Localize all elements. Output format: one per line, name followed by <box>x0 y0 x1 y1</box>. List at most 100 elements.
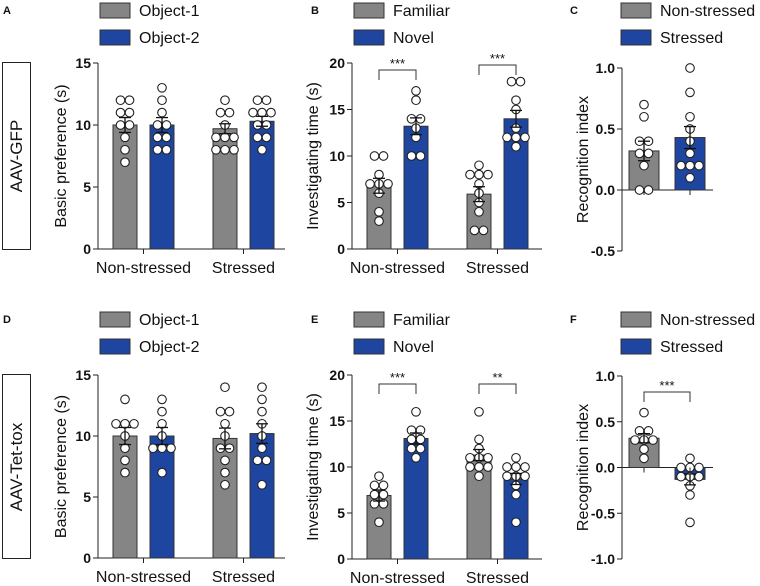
data-point <box>257 406 267 417</box>
data-point <box>378 489 389 500</box>
data-point <box>252 95 263 106</box>
data-point <box>115 95 126 106</box>
data-point <box>152 120 163 130</box>
data-point <box>252 455 263 466</box>
significance-bracket <box>378 383 417 394</box>
data-point <box>220 455 230 466</box>
legend-swatch <box>353 338 385 355</box>
data-point <box>161 144 172 155</box>
panel-e: E Familiar Novel 0 5 10 15 20 Investigating time… <box>305 311 542 586</box>
data-point <box>406 434 417 445</box>
data-point <box>157 107 167 118</box>
data-point <box>415 434 426 445</box>
data-point <box>511 132 521 143</box>
x-tick-label: Stressed <box>466 570 529 586</box>
y-tick-label: 10 <box>329 148 345 164</box>
panel-a: A Object-1 Object-2 0 5 10 15 Basic preference … <box>3 2 285 277</box>
data-point <box>474 406 484 417</box>
data-point <box>415 151 426 161</box>
data-point <box>511 462 521 472</box>
data-point <box>115 107 126 118</box>
legend-label: Familiar <box>393 3 451 20</box>
significance-label: *** <box>659 378 674 393</box>
y-tick-label: 5 <box>83 489 91 505</box>
data-point <box>224 107 235 118</box>
data-point <box>266 107 276 118</box>
data-point <box>511 452 521 463</box>
y-tick-label: 0 <box>83 241 91 257</box>
panel-letter: C <box>570 5 578 17</box>
y-tick-label: 5 <box>337 195 345 211</box>
y-tick-label: 0.5 <box>596 121 616 137</box>
y-tick-label: 15 <box>329 102 345 118</box>
data-point <box>411 95 421 106</box>
significance-label: *** <box>390 370 405 385</box>
legend-label: Familiar <box>393 312 451 329</box>
data-point <box>648 435 658 445</box>
data-point <box>639 160 649 171</box>
data-point <box>378 151 389 161</box>
panel-letter: B <box>311 5 319 17</box>
x-tick-label: Stressed <box>466 260 529 277</box>
panel-f: F Non-stressed Stressed -1.0 -0.5 0.0 0.5 1.0 Re… <box>570 311 755 567</box>
bar-object-2 <box>249 120 275 250</box>
data-point <box>411 406 421 417</box>
data-point <box>257 107 267 118</box>
data-point <box>515 76 526 87</box>
data-point <box>685 87 695 98</box>
data-point <box>406 113 417 124</box>
data-point <box>220 479 230 490</box>
data-point <box>211 144 221 155</box>
data-point <box>365 179 375 189</box>
data-point <box>229 144 239 155</box>
data-point <box>369 489 380 500</box>
data-point <box>676 462 686 473</box>
data-point <box>474 160 484 171</box>
data-point <box>474 434 484 445</box>
data-point <box>643 185 654 195</box>
data-point <box>639 453 649 464</box>
x-tick-label: Non-stressed <box>350 260 445 277</box>
data-point <box>685 517 695 528</box>
data-point <box>120 467 130 478</box>
y-tick-label: 1.0 <box>596 60 616 76</box>
data-point <box>157 394 167 405</box>
data-point <box>257 394 267 405</box>
data-point <box>257 479 267 490</box>
bar-object-2 <box>149 124 175 250</box>
data-point <box>465 462 475 472</box>
data-point <box>261 120 272 130</box>
x-tick-label: Stressed <box>212 569 275 586</box>
data-point <box>374 216 384 226</box>
bar-object-2 <box>149 435 175 559</box>
data-point <box>511 517 521 528</box>
data-point <box>483 169 493 180</box>
data-point <box>257 382 267 393</box>
data-point <box>406 151 417 161</box>
data-point <box>639 444 649 455</box>
data-point <box>685 490 695 500</box>
data-point <box>415 113 426 124</box>
y-tick-label: 0.0 <box>596 182 616 198</box>
data-point <box>120 132 130 143</box>
data-point <box>374 517 384 528</box>
y-tick-label: 20 <box>329 367 345 383</box>
data-point <box>378 480 389 491</box>
x-tick-label: Non-stressed <box>350 570 445 586</box>
y-axis-label: Recognition index <box>575 96 592 223</box>
y-axis-label: Investigating time (s) <box>305 393 322 541</box>
y-tick-label: 5 <box>337 505 345 521</box>
data-point <box>248 107 258 118</box>
data-point <box>483 462 493 472</box>
legend-label: Non-stressed <box>660 3 755 20</box>
data-point <box>120 455 130 466</box>
data-point <box>157 406 167 417</box>
legend-swatch <box>99 29 131 46</box>
y-tick-label: 0 <box>337 241 345 257</box>
bar-object-2 <box>249 433 275 559</box>
data-point <box>520 471 530 482</box>
data-point <box>115 120 126 130</box>
y-tick-label: 15 <box>329 413 345 429</box>
data-point <box>161 132 172 143</box>
legend-label: Novel <box>393 30 434 47</box>
